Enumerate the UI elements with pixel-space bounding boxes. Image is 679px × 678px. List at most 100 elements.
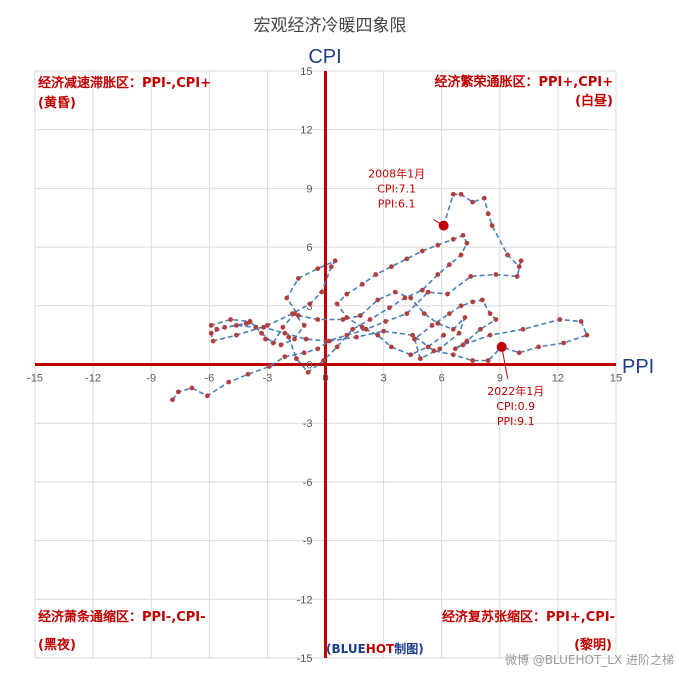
data-point-2-25 bbox=[359, 324, 365, 330]
data-point-0-56 bbox=[479, 297, 485, 303]
data-point-2-13 bbox=[464, 240, 470, 246]
data-point-2-26 bbox=[375, 332, 381, 338]
data-point-0-16 bbox=[383, 319, 388, 324]
y-tick-label-10: -15 bbox=[297, 653, 313, 665]
data-point-2-6 bbox=[367, 317, 373, 322]
data-point-2-11 bbox=[447, 262, 452, 268]
data-point-2-9 bbox=[419, 287, 425, 293]
quadrant-top-right-note: (白昼) bbox=[575, 93, 613, 109]
data-point-3-5 bbox=[301, 322, 307, 328]
watermark: 微博 @BLUEHOT_LX 进阶之梯 bbox=[505, 652, 674, 667]
data-point-0-35 bbox=[295, 276, 301, 281]
data-point-1-13 bbox=[410, 332, 416, 338]
annotation-text-0-1: CPI:7.1 bbox=[377, 183, 416, 196]
data-point-0-58 bbox=[493, 317, 499, 322]
annotation-marker-0 bbox=[438, 220, 449, 231]
data-point-1-4 bbox=[226, 379, 232, 385]
data-point-0-48 bbox=[456, 330, 462, 336]
data-point-0-57 bbox=[487, 311, 493, 317]
annotation-text-1-2: PPI:9.1 bbox=[497, 415, 535, 428]
data-point-0-22 bbox=[261, 324, 266, 330]
data-point-0-70 bbox=[516, 350, 522, 356]
series-line-2 bbox=[287, 234, 468, 374]
data-point-1-16 bbox=[470, 358, 476, 363]
data-point-0-21 bbox=[282, 330, 288, 336]
data-point-3-12 bbox=[208, 322, 214, 328]
data-point-0-24 bbox=[222, 324, 228, 330]
x-tick-label-5: 0 bbox=[322, 373, 328, 385]
data-point-2-10 bbox=[435, 272, 441, 277]
data-point-0-9 bbox=[518, 258, 524, 264]
data-point-0-15 bbox=[404, 311, 410, 317]
data-point-0-38 bbox=[315, 317, 321, 322]
data-point-0-68 bbox=[561, 340, 567, 346]
data-point-0-49 bbox=[437, 346, 443, 352]
axes bbox=[35, 71, 616, 658]
data-point-0-25 bbox=[208, 330, 214, 336]
data-point-0-46 bbox=[450, 326, 456, 332]
data-point-0-26 bbox=[210, 338, 216, 344]
x-tick-label-2: -9 bbox=[146, 373, 156, 385]
x-tick-label-4: -3 bbox=[263, 373, 273, 385]
data-point-3-7 bbox=[278, 342, 284, 348]
data-point-0-61 bbox=[452, 346, 458, 352]
data-point-0-7 bbox=[505, 252, 510, 258]
credit-red: HOT bbox=[366, 642, 395, 656]
data-point-3-4 bbox=[292, 311, 297, 317]
data-point-0-42 bbox=[392, 289, 398, 295]
data-point-0-69 bbox=[536, 344, 541, 350]
series-layer bbox=[171, 193, 588, 401]
data-point-2-22 bbox=[344, 291, 350, 297]
data-point-0-51 bbox=[412, 336, 417, 342]
data-point-3-2 bbox=[270, 340, 276, 346]
annotation-text-1-1: CPI:0.9 bbox=[496, 400, 535, 413]
data-point-2-7 bbox=[387, 305, 392, 311]
data-point-3-14 bbox=[247, 319, 253, 324]
data-point-0-39 bbox=[340, 317, 346, 322]
quadrant-top-left-note: (黄昏) bbox=[38, 95, 76, 111]
y-tick-label-4: 3 bbox=[306, 301, 312, 313]
data-point-3-8 bbox=[263, 336, 268, 342]
data-point-2-24 bbox=[344, 315, 350, 320]
quadrant-bottom-left-label: 经济萧条通缩区：PPI-,CPI- bbox=[38, 609, 206, 625]
x-tick-label-1: -12 bbox=[85, 373, 101, 385]
data-point-1-11 bbox=[354, 334, 359, 340]
series-line-0 bbox=[210, 193, 588, 360]
x-axis-label: PPI bbox=[622, 356, 654, 378]
y-tick-label-5: 0 bbox=[306, 360, 312, 372]
data-point-0-5 bbox=[485, 211, 491, 217]
data-point-1-17 bbox=[485, 358, 491, 363]
data-point-0-37 bbox=[295, 313, 301, 318]
data-point-1-6 bbox=[266, 364, 272, 369]
data-point-0-67 bbox=[584, 332, 590, 338]
y-tick-label-3: 6 bbox=[306, 242, 312, 254]
data-point-2-17 bbox=[419, 248, 425, 254]
data-point-2-23 bbox=[334, 301, 340, 307]
quadrant-top-left-label: 经济减速滞胀区：PPI-,CPI+ bbox=[38, 75, 211, 91]
data-point-1-5 bbox=[245, 371, 251, 377]
data-point-0-36 bbox=[284, 295, 290, 301]
data-point-0-55 bbox=[470, 299, 476, 305]
x-tick-label-6: 3 bbox=[381, 373, 387, 385]
y-tick-label-6: -3 bbox=[303, 418, 313, 430]
data-point-2-14 bbox=[460, 232, 466, 238]
data-point-0-27 bbox=[234, 332, 239, 338]
data-point-0-20 bbox=[303, 336, 309, 342]
data-point-3-10 bbox=[234, 322, 239, 328]
data-point-2-27 bbox=[388, 344, 394, 350]
data-point-0-63 bbox=[487, 332, 493, 338]
data-point-0-66 bbox=[578, 319, 584, 324]
data-point-0-1 bbox=[450, 191, 456, 197]
data-point-1-3 bbox=[204, 393, 210, 399]
y-tick-label-8: -9 bbox=[303, 536, 313, 548]
data-point-2-2 bbox=[305, 369, 311, 375]
data-point-0-65 bbox=[557, 317, 563, 322]
data-point-2-0 bbox=[286, 334, 292, 340]
data-point-1-14 bbox=[431, 348, 437, 354]
y-tick-label-0: 15 bbox=[300, 66, 312, 78]
data-point-0-64 bbox=[520, 326, 526, 332]
data-point-0-11 bbox=[493, 272, 499, 277]
quadrant-bottom-left-note: (黑夜) bbox=[38, 637, 76, 653]
data-point-2-1 bbox=[294, 356, 299, 362]
